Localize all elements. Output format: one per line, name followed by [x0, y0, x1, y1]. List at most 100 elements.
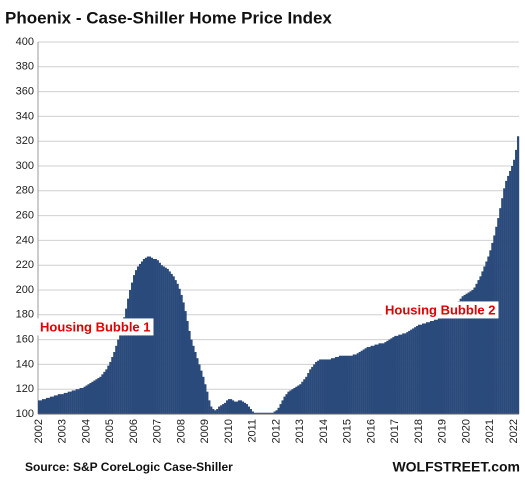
- y-tick-label: 100: [16, 408, 34, 420]
- bar: [416, 325, 419, 414]
- bar: [69, 391, 72, 414]
- bar: [372, 345, 375, 414]
- bar: [190, 339, 193, 414]
- bar: [427, 322, 431, 414]
- bar: [61, 394, 64, 414]
- bar: [206, 391, 209, 414]
- bar: [412, 328, 415, 414]
- bar: [267, 412, 270, 414]
- bar: [305, 376, 308, 414]
- bar: [237, 400, 241, 414]
- bar: [477, 280, 480, 414]
- bar: [230, 399, 233, 414]
- bar: [170, 273, 173, 414]
- bar: [186, 321, 189, 414]
- bar: [386, 340, 389, 414]
- bar: [233, 401, 237, 414]
- bar: [166, 268, 169, 414]
- bar: [291, 389, 294, 414]
- bar: [410, 329, 413, 414]
- bar: [485, 261, 488, 414]
- bar: [136, 266, 140, 414]
- bar: [172, 276, 175, 414]
- bar: [289, 390, 292, 414]
- bar: [77, 389, 80, 414]
- bar: [394, 335, 397, 414]
- bar: [71, 390, 74, 414]
- bar: [515, 149, 518, 414]
- bar: [241, 401, 245, 414]
- bar: [384, 342, 387, 414]
- bar: [63, 392, 66, 414]
- bar: [200, 370, 203, 414]
- bar: [321, 359, 324, 414]
- bar: [465, 293, 468, 414]
- bar: [107, 365, 110, 414]
- bar: [455, 303, 458, 414]
- bar: [253, 412, 256, 414]
- bar: [475, 283, 478, 414]
- bar: [388, 339, 391, 414]
- bar: [231, 400, 235, 414]
- bar: [433, 319, 437, 414]
- bar: [338, 355, 342, 414]
- bar: [422, 323, 425, 414]
- x-tick-label: 2014: [318, 419, 330, 443]
- bar: [196, 358, 199, 414]
- bar: [382, 343, 385, 414]
- bar: [328, 359, 332, 414]
- x-tick-label: 2005: [104, 419, 116, 443]
- bar: [239, 400, 243, 414]
- bar: [245, 404, 249, 414]
- bar: [142, 259, 146, 414]
- y-tick-label: 360: [16, 86, 34, 98]
- bar: [315, 361, 318, 414]
- bar: [420, 324, 423, 414]
- bar: [249, 409, 252, 414]
- bar: [499, 208, 502, 414]
- bar: [210, 406, 213, 414]
- bar: [491, 242, 494, 414]
- bar: [198, 364, 201, 414]
- bar: [311, 366, 314, 414]
- bar: [73, 390, 76, 414]
- bar: [380, 343, 383, 414]
- bar: [79, 387, 82, 414]
- bar: [89, 383, 92, 414]
- bar: [257, 412, 260, 414]
- bar: [113, 352, 116, 414]
- bar: [83, 386, 86, 414]
- bar: [390, 338, 393, 414]
- bar: [352, 354, 355, 414]
- bar: [473, 287, 476, 414]
- bar: [445, 314, 448, 414]
- x-tick-label: 2021: [484, 419, 496, 443]
- bar: [332, 358, 336, 414]
- bar: [204, 384, 207, 414]
- bar: [459, 298, 462, 414]
- y-tick-label: 140: [16, 358, 34, 370]
- bar: [164, 267, 167, 414]
- bar: [140, 261, 144, 414]
- bar: [392, 337, 395, 414]
- bar: [400, 334, 403, 414]
- bar: [362, 349, 365, 414]
- bar: [299, 384, 302, 414]
- annotation: Housing Bubble 2: [385, 302, 496, 317]
- credit: WOLFSTREET.com: [392, 459, 520, 475]
- bar: [507, 175, 510, 414]
- bar: [119, 332, 122, 414]
- bar: [457, 301, 460, 414]
- bar: [360, 350, 363, 414]
- bar: [178, 288, 181, 414]
- bar: [255, 412, 258, 414]
- bar: [396, 335, 399, 414]
- bar: [441, 317, 444, 414]
- bar: [93, 380, 96, 414]
- bar: [109, 361, 112, 414]
- y-tick-label: 220: [16, 259, 34, 271]
- bar: [85, 385, 88, 414]
- bar: [439, 318, 443, 414]
- x-tick-label: 2010: [223, 419, 235, 443]
